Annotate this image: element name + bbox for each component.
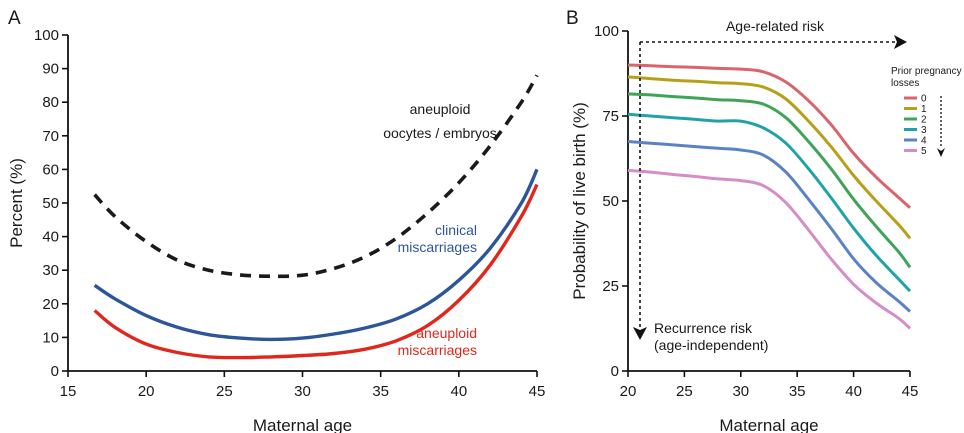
panel-a-series-label: oocytes / embryos — [383, 125, 497, 141]
panel-a-x-tick-label: 20 — [138, 383, 155, 400]
panel-b-series-line — [627, 140, 912, 313]
panel-b-y-axis-title: Probability of live birth (%) — [570, 102, 589, 299]
panel-a-y-tick-label: 80 — [42, 94, 59, 111]
recurrence-risk-sublabel: (age-independent) — [654, 337, 768, 353]
panel-a-y-tick-label: 100 — [34, 27, 59, 44]
panel-a-miscarriage-chart: A 15 20 25 30 35 40 45 0 10 20 30 40 50 60 70 80 90 100 Ma… — [7, 8, 545, 433]
age-related-risk-arrowhead — [894, 35, 907, 49]
panel-b-series-line — [627, 63, 912, 209]
legend-item-label: 2 — [921, 115, 927, 126]
panel-a-y-tick-label: 10 — [42, 329, 59, 346]
panel-a-y-tick-label: 40 — [42, 229, 59, 246]
panel-a-x-tick-label: 15 — [60, 383, 77, 400]
panel-a-series-label: miscarriages — [398, 239, 477, 255]
legend-item-label: 3 — [921, 125, 927, 136]
panel-a-series-label: miscarriages — [398, 342, 477, 358]
panel-a-y-tick-label: 70 — [42, 128, 59, 145]
panel-a-y-tick-label: 0 — [51, 363, 59, 380]
legend-title: Prior pregnancy — [891, 66, 962, 77]
panel-b-x-tick-label: 35 — [789, 383, 806, 400]
panel-a-series-label: clinical — [435, 222, 477, 238]
panel-a-x-axis-title: Maternal age — [253, 416, 352, 433]
panel-b-x-tick-label: 20 — [620, 383, 637, 400]
panel-b-y-tick-label: 75 — [602, 108, 619, 125]
recurrence-risk-label: Recurrence risk — [654, 320, 753, 336]
panel-b-y-tick-label: 25 — [602, 278, 619, 295]
panel-b-y-tick-label: 0 — [611, 363, 619, 380]
panel-a-series-label: aneuploid — [416, 325, 477, 341]
panel-b-letter: B — [566, 8, 579, 29]
panel-a-series-line — [93, 183, 539, 360]
panel-a-series-line — [93, 168, 539, 342]
panel-b-x-axis-title: Maternal age — [719, 416, 818, 433]
legend-arrowhead — [937, 148, 945, 157]
panel-a-letter: A — [8, 8, 21, 29]
panel-b-x-tick-label: 30 — [732, 383, 749, 400]
panel-a-x-tick-label: 30 — [294, 383, 311, 400]
panel-a-y-tick-label: 20 — [42, 296, 59, 313]
panel-a-x-tick-label: 45 — [529, 383, 546, 400]
panel-b-series-line — [627, 112, 912, 293]
panel-a-x-tick-label: 40 — [450, 383, 467, 400]
legend-title-line2: losses — [891, 78, 919, 89]
panel-a-y-axis-title: Percent (%) — [7, 158, 26, 248]
legend-item-label: 0 — [921, 94, 927, 105]
panel-b-y-tick-label: 50 — [602, 193, 619, 210]
panel-b-x-tick-label: 40 — [845, 383, 862, 400]
panel-a-y-tick-label: 60 — [42, 161, 59, 178]
legend-item-label: 4 — [921, 136, 927, 147]
panel-a-y-tick-label: 30 — [42, 262, 59, 279]
panel-a-x-tick-label: 25 — [216, 383, 233, 400]
age-related-risk-label: Age-related risk — [726, 18, 825, 34]
panel-b-series-line — [627, 92, 912, 269]
panel-b-y-tick-label: 100 — [594, 23, 619, 40]
panel-b-x-tick-label: 25 — [676, 383, 693, 400]
panel-a-x-tick-label: 35 — [372, 383, 389, 400]
legend-item-label: 1 — [921, 104, 927, 115]
panel-a-y-tick-label: 50 — [42, 195, 59, 212]
legend-item-label: 5 — [921, 146, 927, 157]
recurrence-risk-arrowhead — [633, 327, 647, 340]
panel-a-series-line — [93, 74, 539, 279]
panel-b-series-line — [627, 168, 912, 330]
panel-b-x-tick-label: 45 — [902, 383, 919, 400]
panel-b-series-line — [627, 75, 912, 240]
panel-a-series-label: aneuploid — [410, 101, 471, 117]
panel-a-y-tick-label: 90 — [42, 61, 59, 78]
